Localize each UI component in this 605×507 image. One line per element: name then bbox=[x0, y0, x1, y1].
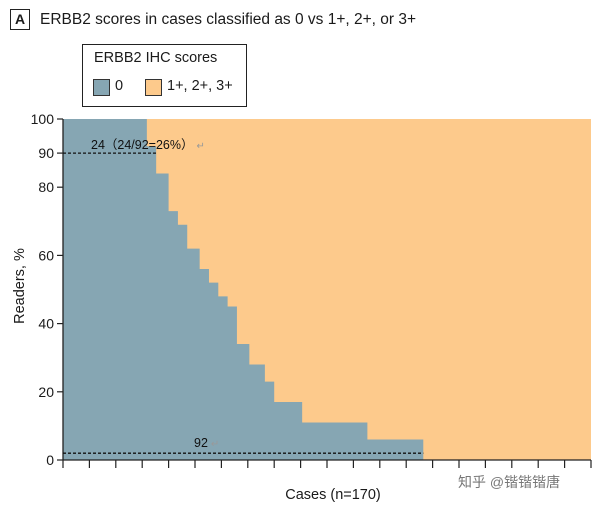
y-tick-label: 0 bbox=[46, 452, 54, 468]
y-tick-label: 40 bbox=[38, 316, 54, 332]
y-tick-label: 100 bbox=[31, 111, 55, 127]
annotation-label: 92 bbox=[194, 436, 208, 450]
legend-title: ERBB2 IHC scores bbox=[94, 50, 218, 66]
y-tick-label: 90 bbox=[38, 145, 54, 161]
legend-label-zero: 0 bbox=[115, 78, 124, 94]
legend-swatch-positive bbox=[145, 79, 162, 96]
chart-title: ERBB2 scores in cases classified as 0 vs… bbox=[40, 11, 417, 28]
y-tick-label: 80 bbox=[38, 179, 54, 195]
legend: ERBB2 IHC scores 0 1+, 2+, 3+ bbox=[82, 44, 247, 107]
return-mark-icon: ↵ bbox=[197, 141, 205, 152]
y-tick-label: 20 bbox=[38, 384, 54, 400]
x-axis-title: Cases (n=170) bbox=[285, 487, 381, 503]
y-axis-title: Readers, % bbox=[12, 248, 28, 324]
panel-label: A bbox=[10, 9, 30, 30]
annotation-label: 24（24/92=26%） bbox=[91, 138, 194, 152]
y-tick-label: 60 bbox=[38, 247, 54, 263]
legend-label-positive: 1+, 2+, 3+ bbox=[167, 78, 233, 94]
legend-swatch-zero bbox=[93, 79, 110, 96]
return-mark-icon: ↵ bbox=[211, 439, 219, 450]
area-zero bbox=[63, 119, 591, 460]
watermark: 知乎 @锴锴锴唐 bbox=[458, 474, 561, 490]
